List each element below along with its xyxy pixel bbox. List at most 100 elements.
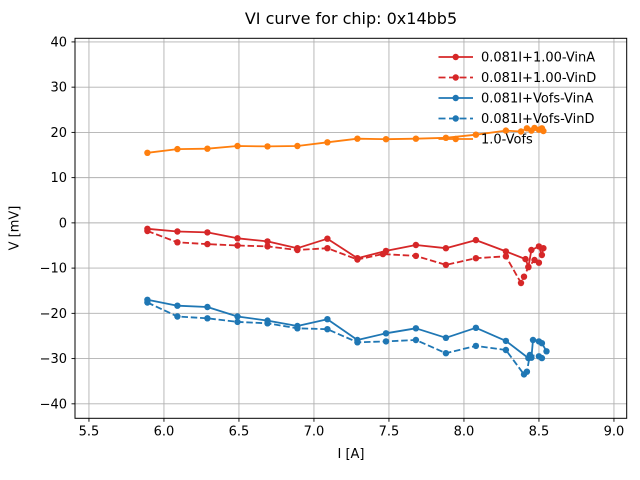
y-tick-label: 40 (50, 35, 67, 50)
series-marker-3 (174, 313, 181, 320)
series-marker-4 (472, 131, 480, 138)
series-marker-1 (442, 261, 450, 269)
series-marker-1 (174, 239, 181, 246)
series-marker-3 (442, 350, 450, 357)
y-tick-label: −30 (40, 352, 67, 367)
series-marker-4 (294, 142, 301, 150)
series-marker-0 (540, 245, 547, 252)
series-marker-0 (174, 228, 181, 235)
legend-marker-icon (452, 94, 459, 102)
series-marker-3 (382, 338, 390, 345)
series-marker-2 (502, 337, 510, 345)
legend-label: 1.0-Vofs (481, 133, 533, 148)
x-axis-label: I [A] (337, 447, 365, 462)
series-marker-1 (354, 256, 361, 263)
series-marker-0 (528, 246, 535, 254)
series-marker-4 (540, 127, 547, 135)
series-marker-2 (472, 324, 480, 331)
series-marker-1 (472, 255, 480, 262)
series-marker-4 (234, 142, 241, 150)
series-marker-3 (354, 339, 361, 346)
series-marker-1 (502, 253, 510, 260)
series-marker-3 (538, 354, 546, 362)
y-tick-label: −10 (40, 262, 67, 277)
series-marker-1 (294, 246, 301, 254)
x-tick-label: 6.5 (229, 424, 250, 439)
x-tick-label: 5.5 (79, 424, 100, 439)
x-tick-label: 7.5 (379, 424, 400, 439)
series-marker-1 (412, 252, 420, 260)
series-marker-0 (538, 251, 546, 259)
series-marker-4 (502, 127, 510, 134)
series-marker-3 (264, 320, 271, 327)
series-marker-0 (522, 255, 529, 263)
series-marker-0 (412, 241, 420, 249)
series-marker-0 (324, 235, 331, 242)
series-marker-0 (502, 248, 510, 255)
y-tick-label: −20 (40, 307, 67, 322)
series-marker-1 (234, 242, 241, 249)
x-tick-label: 8.0 (454, 424, 475, 439)
series-marker-4 (412, 135, 420, 142)
series-marker-3 (204, 315, 211, 322)
x-tick-label: 6.0 (154, 424, 175, 439)
y-tick-label: −40 (40, 397, 67, 412)
legend-label: 0.081I+Vofs-VinD (481, 112, 595, 127)
series-marker-2 (442, 334, 450, 341)
series-marker-2 (324, 316, 331, 323)
series-marker-4 (517, 128, 525, 135)
x-tick-label: 8.5 (529, 424, 550, 439)
legend-marker-icon (452, 74, 459, 81)
legend-marker-icon (452, 115, 459, 122)
legend-label: 0.081I+Vofs-VinA (481, 92, 594, 107)
series-marker-3 (472, 342, 480, 350)
series-marker-3 (144, 299, 151, 306)
y-tick-label: 30 (50, 81, 67, 96)
series-marker-4 (144, 149, 151, 156)
series-marker-0 (264, 238, 271, 245)
chart-title: VI curve for chip: 0x14bb5 (244, 9, 458, 28)
series-marker-2 (543, 348, 550, 355)
series-marker-0 (234, 235, 241, 242)
series-marker-4 (324, 139, 331, 146)
legend-marker-icon (452, 135, 459, 143)
series-marker-1 (525, 264, 532, 271)
series-marker-1 (517, 279, 525, 287)
series-marker-2 (174, 302, 181, 309)
legend: 0.081I+1.00-VinA 0.081I+1.00-VinD 0.081I+V… (438, 51, 596, 148)
series-marker-1 (264, 243, 271, 250)
series-marker-2 (412, 325, 420, 332)
legend-item-2: 0.081I+Vofs-VinA (438, 92, 594, 107)
series-marker-1 (535, 259, 543, 266)
y-axis-label: V [mV] (7, 205, 23, 251)
series-marker-0 (204, 229, 211, 236)
y-tick-label: 10 (50, 171, 67, 186)
y-tick-label: 0 (59, 216, 67, 231)
series-marker-4 (354, 135, 361, 142)
series-marker-1 (144, 227, 151, 235)
series-line-1 (147, 230, 540, 284)
legend-item-4: 1.0-Vofs (438, 133, 533, 148)
series-marker-1 (324, 245, 331, 252)
series-marker-3 (412, 336, 420, 344)
series-marker-1 (520, 273, 528, 280)
series-marker-3 (526, 351, 534, 359)
series-marker-3 (502, 346, 510, 354)
series-marker-1 (204, 240, 211, 248)
series-marker-2 (204, 303, 211, 311)
x-tick-label: 9.0 (604, 424, 625, 439)
series-marker-3 (234, 318, 241, 326)
series-marker-4 (382, 136, 390, 143)
series-marker-2 (529, 336, 537, 344)
series-marker-1 (379, 250, 387, 258)
series-marker-0 (472, 236, 480, 244)
plot-border (74, 37, 628, 419)
legend-item-0: 0.081I+1.00-VinA (438, 51, 595, 66)
series-marker-4 (442, 134, 450, 141)
legend-marker-icon (452, 53, 459, 61)
series-marker-3 (523, 368, 531, 375)
series-marker-4 (264, 143, 271, 150)
series-marker-2 (234, 313, 241, 320)
y-tick-label: 20 (50, 126, 67, 141)
